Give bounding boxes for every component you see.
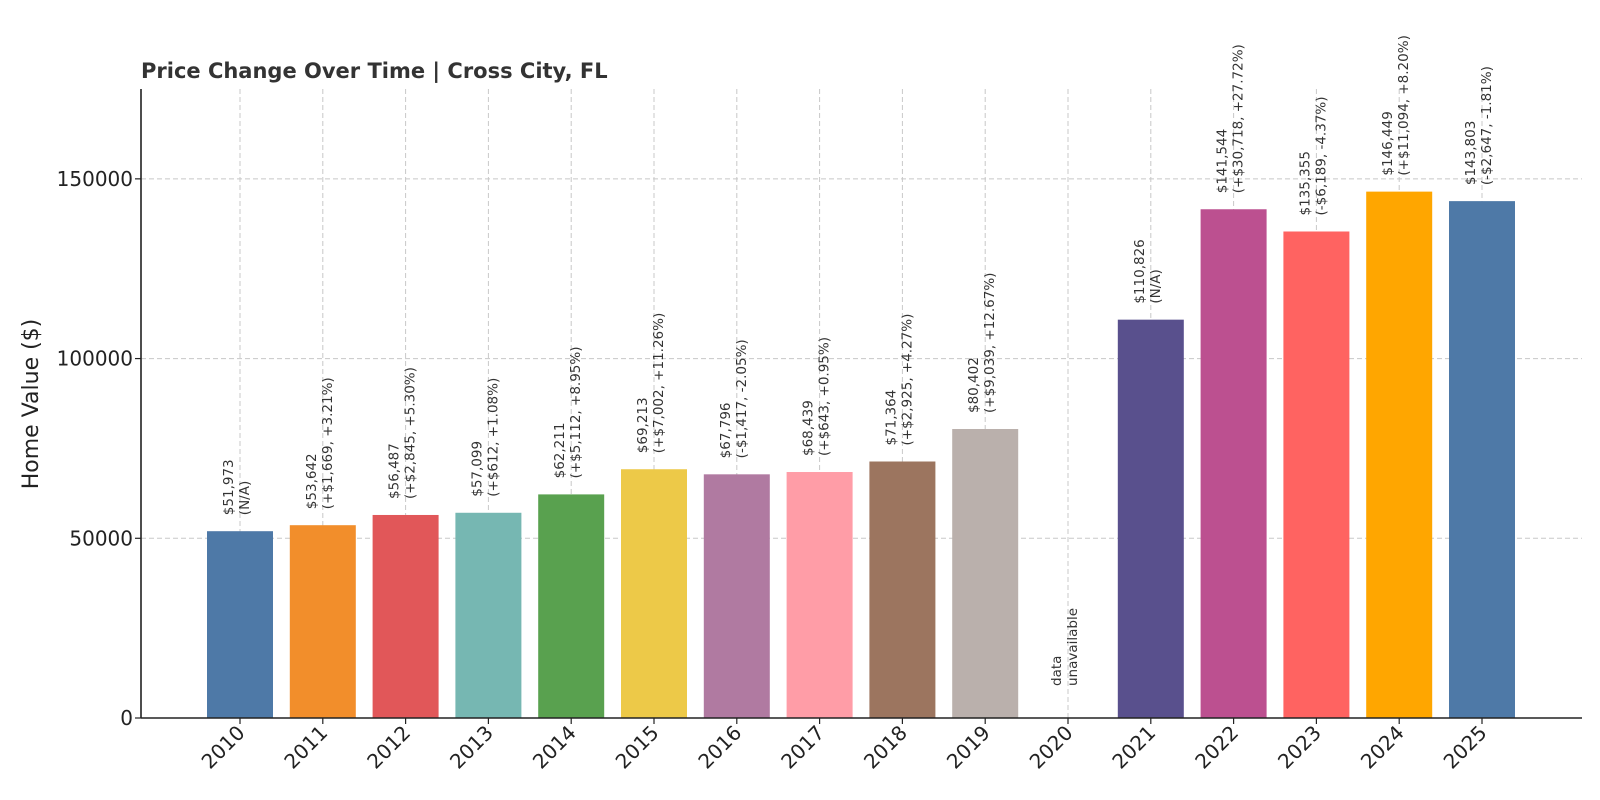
bar-2013: [455, 512, 522, 718]
y-tick-label: 0: [120, 706, 133, 730]
bar-label-2018: $71,364: [883, 390, 899, 446]
bar-label-2012: $56,487: [387, 443, 403, 499]
bar-2012: [372, 514, 439, 718]
x-tick-label-2015: 2015: [611, 721, 664, 774]
bar-label-2023: (-$6,189, -4.37%): [1313, 97, 1329, 216]
x-tick-label-2019: 2019: [942, 721, 995, 774]
bar-label-2011: $53,642: [304, 453, 320, 509]
bar-label-2020: data: [1049, 656, 1065, 686]
bar-label-2015: $69,213: [635, 397, 651, 453]
x-tick-label-2022: 2022: [1190, 721, 1243, 774]
bar-label-2021: $110,826: [1132, 239, 1148, 303]
x-tick-label-2023: 2023: [1273, 721, 1326, 774]
bar-label-2015: (+$7,002, +11.26%): [651, 313, 667, 453]
bar-labels: $51,973 (N/A) $53,642 (+$1,669, +3.21%) $56,…: [221, 35, 1495, 686]
x-tick-label-2014: 2014: [528, 721, 581, 774]
bar-label-2019: $80,402: [966, 357, 982, 413]
bar-label-2024: $146,449: [1380, 111, 1396, 175]
bar-label-2024: (+$11,094, +8.20%): [1396, 35, 1412, 175]
bar-label-2010: $51,973: [221, 459, 237, 515]
x-tick-label-2016: 2016: [693, 721, 746, 774]
bar-label-2021: (N/A): [1148, 269, 1164, 303]
y-tick-label: 100000: [57, 347, 133, 371]
bar-2011: [289, 525, 356, 718]
bars: [207, 191, 1515, 719]
bar-2019: [952, 429, 1019, 718]
bar-label-2025: $143,803: [1463, 121, 1479, 185]
x-tick-label-2020: 2020: [1025, 721, 1078, 774]
gridlines: [141, 89, 1582, 719]
bar-label-2022: $141,544: [1215, 129, 1231, 193]
x-tick-label-2011: 2011: [279, 721, 332, 774]
bar-label-2016: (-$1,417, -2.05%): [734, 339, 750, 458]
bar-label-2022: (+$30,718, +27.72%): [1231, 44, 1247, 193]
bar-2018: [869, 461, 936, 718]
bar-label-2014: $62,211: [552, 423, 568, 479]
bar-label-2013: (+$612, +1.08%): [485, 378, 501, 497]
bar-label-2023: $135,355: [1297, 151, 1313, 215]
x-tick-label-2021: 2021: [1107, 721, 1160, 774]
bar-label-2019: (+$9,039, +12.67%): [982, 273, 998, 413]
x-tick-label-2012: 2012: [362, 721, 415, 774]
bar-label-2025: (-$2,647, -1.81%): [1479, 66, 1495, 185]
x-tick-label-2018: 2018: [859, 721, 912, 774]
bar-2016: [703, 474, 770, 718]
x-tick-label-2024: 2024: [1356, 721, 1409, 774]
bar-2021: [1117, 319, 1184, 718]
bar-2015: [621, 469, 687, 718]
bar-2010: [207, 531, 273, 718]
bar-label-2020: unavailable: [1065, 608, 1081, 686]
x-tick-label-2017: 2017: [776, 721, 829, 774]
bar-label-2012: (+$2,845, +5.30%): [403, 367, 419, 499]
bar-label-2010: (N/A): [237, 481, 253, 515]
bar-2025: [1449, 201, 1515, 719]
bar-label-2013: $57,099: [469, 441, 485, 497]
chart-title: Price Change Over Time | Cross City, FL: [141, 59, 608, 84]
bar-2014: [538, 494, 605, 718]
bar-label-2017: (+$643, +0.95%): [817, 337, 833, 456]
x-tick-label-2013: 2013: [445, 721, 498, 774]
y-tick-label: 150000: [57, 167, 133, 191]
bar-2023: [1283, 231, 1350, 718]
x-ticks: 2010 2011 2012 2013 2014 2015 2016 2017 2018 2019…: [197, 718, 1492, 774]
bar-label-2014: (+$5,112, +8.95%): [568, 347, 584, 479]
bar-label-2016: $67,796: [718, 402, 734, 458]
y-axis-label: Home Value ($): [19, 319, 44, 490]
bar-2024: [1366, 191, 1433, 718]
bar-label-2011: (+$1,669, +3.21%): [320, 377, 336, 509]
x-tick-label-2025: 2025: [1439, 721, 1492, 774]
y-ticks: 0 50000 100000 150000: [57, 167, 141, 730]
axes: [140, 89, 1582, 719]
y-tick-label: 50000: [69, 526, 133, 550]
x-tick-label-2010: 2010: [197, 721, 250, 774]
bar-2022: [1200, 209, 1267, 718]
bar-label-2018: (+$2,925, +4.27%): [899, 314, 915, 446]
bar-2017: [786, 472, 853, 718]
bar-label-2017: $68,439: [801, 400, 817, 456]
